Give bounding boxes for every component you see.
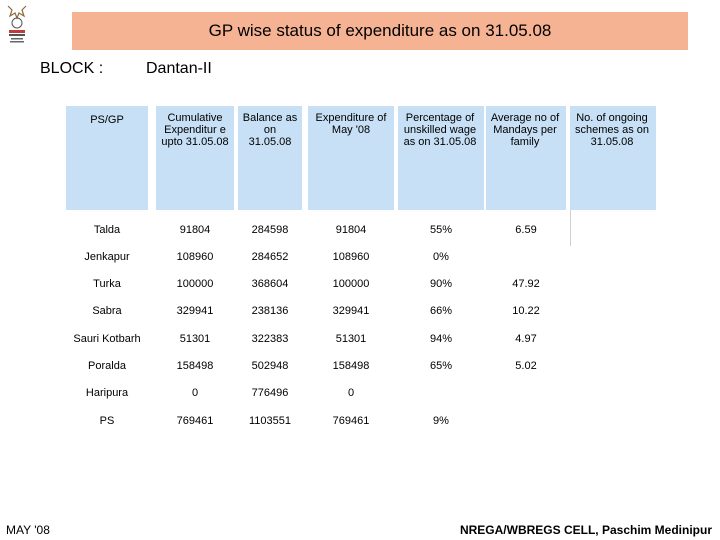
table-cell: 158498: [332, 360, 370, 372]
table-row-sauri-kotbarh-name: Sauri Kotbarh: [73, 333, 141, 345]
header-expenditure-may: Expenditure of May '08: [315, 112, 387, 136]
table-cell: 51301: [335, 333, 367, 345]
block-label: BLOCK :: [40, 60, 104, 77]
table-cell: 47.92: [512, 278, 540, 290]
table-cell: 0%: [433, 251, 449, 263]
table-cell: 10.22: [512, 305, 540, 317]
table-cell: 769461: [176, 415, 214, 427]
header-bg: [66, 106, 148, 210]
header-ongoing-schemes: No. of ongoing schemes as on 31.05.08: [575, 112, 649, 148]
table-cell: 100000: [176, 278, 214, 290]
header-cumulative-expenditure: Cumulative Expenditur e upto 31.05.08: [161, 112, 229, 148]
table-cell: 90%: [429, 278, 453, 290]
table-cell: 284652: [251, 251, 289, 263]
table-cell: 238136: [251, 305, 289, 317]
table-cell: 6.59: [515, 224, 537, 236]
header-bg: [308, 106, 394, 210]
table-cell: 158498: [176, 360, 214, 372]
table-cell: 368604: [251, 278, 289, 290]
table-cell: 0: [191, 387, 199, 399]
footer-date: MAY '08: [6, 523, 50, 537]
table-cell: 329941: [176, 305, 214, 317]
table-cell: 91804: [335, 224, 367, 236]
table-cell: 51301: [179, 333, 211, 345]
table-cell: 55%: [429, 224, 453, 236]
table-cell: 65%: [429, 360, 453, 372]
header-average-mandays: Average no of Mandays per family: [490, 112, 560, 148]
table-cell: 502948: [251, 360, 289, 372]
table-cell: 94%: [429, 333, 453, 345]
footer-organization: NREGA/WBREGS CELL, Paschim Medinipur: [459, 523, 712, 537]
table-cell: 66%: [429, 305, 453, 317]
table-cell: 108960: [176, 251, 214, 263]
table-cell: 769461: [332, 415, 370, 427]
table-row-sabra-name: Sabra: [92, 305, 122, 317]
header-percentage-unskilled: Percentage of unskilled wage as on 31.05…: [403, 112, 477, 148]
header-balance: Balance as on 31.05.08: [242, 112, 298, 148]
table-cell: 776496: [251, 387, 289, 399]
table-cell: 4.97: [515, 333, 537, 345]
table-cell: 5.02: [515, 360, 537, 372]
table-row-ps-name: PS: [99, 415, 115, 427]
header-bg: [238, 106, 302, 210]
block-value: Dantan-II: [146, 60, 212, 77]
header-bg: [486, 106, 566, 210]
header-ps-gp: PS/GP: [90, 114, 124, 126]
table-cell: 0: [347, 387, 355, 399]
table-cell: 284598: [251, 224, 289, 236]
table-row-haripura-name: Haripura: [85, 387, 129, 399]
table-row-talda-name: Talda: [93, 224, 121, 236]
table-row-turka-name: Turka: [93, 278, 121, 290]
table-cell: 9%: [433, 415, 449, 427]
table-cell: 1103551: [248, 415, 291, 427]
page-title: GP wise status of expenditure as on 31.0…: [72, 12, 688, 50]
table-cell: 108960: [332, 251, 370, 263]
table-cell: 100000: [332, 278, 370, 290]
header-bg: [570, 106, 656, 210]
table-row-jenkapur-name: Jenkapur: [84, 251, 130, 263]
table-cell: 322383: [251, 333, 289, 345]
header-bg: [156, 106, 234, 210]
table-cell: 91804: [179, 224, 211, 236]
header-bg: [398, 106, 484, 210]
empty-cell: [484, 396, 570, 432]
emblem-logo: [3, 3, 31, 45]
table-cell: 329941: [332, 305, 370, 317]
empty-cell: [570, 210, 657, 246]
table-row-poralda-name: Poralda: [88, 360, 126, 372]
